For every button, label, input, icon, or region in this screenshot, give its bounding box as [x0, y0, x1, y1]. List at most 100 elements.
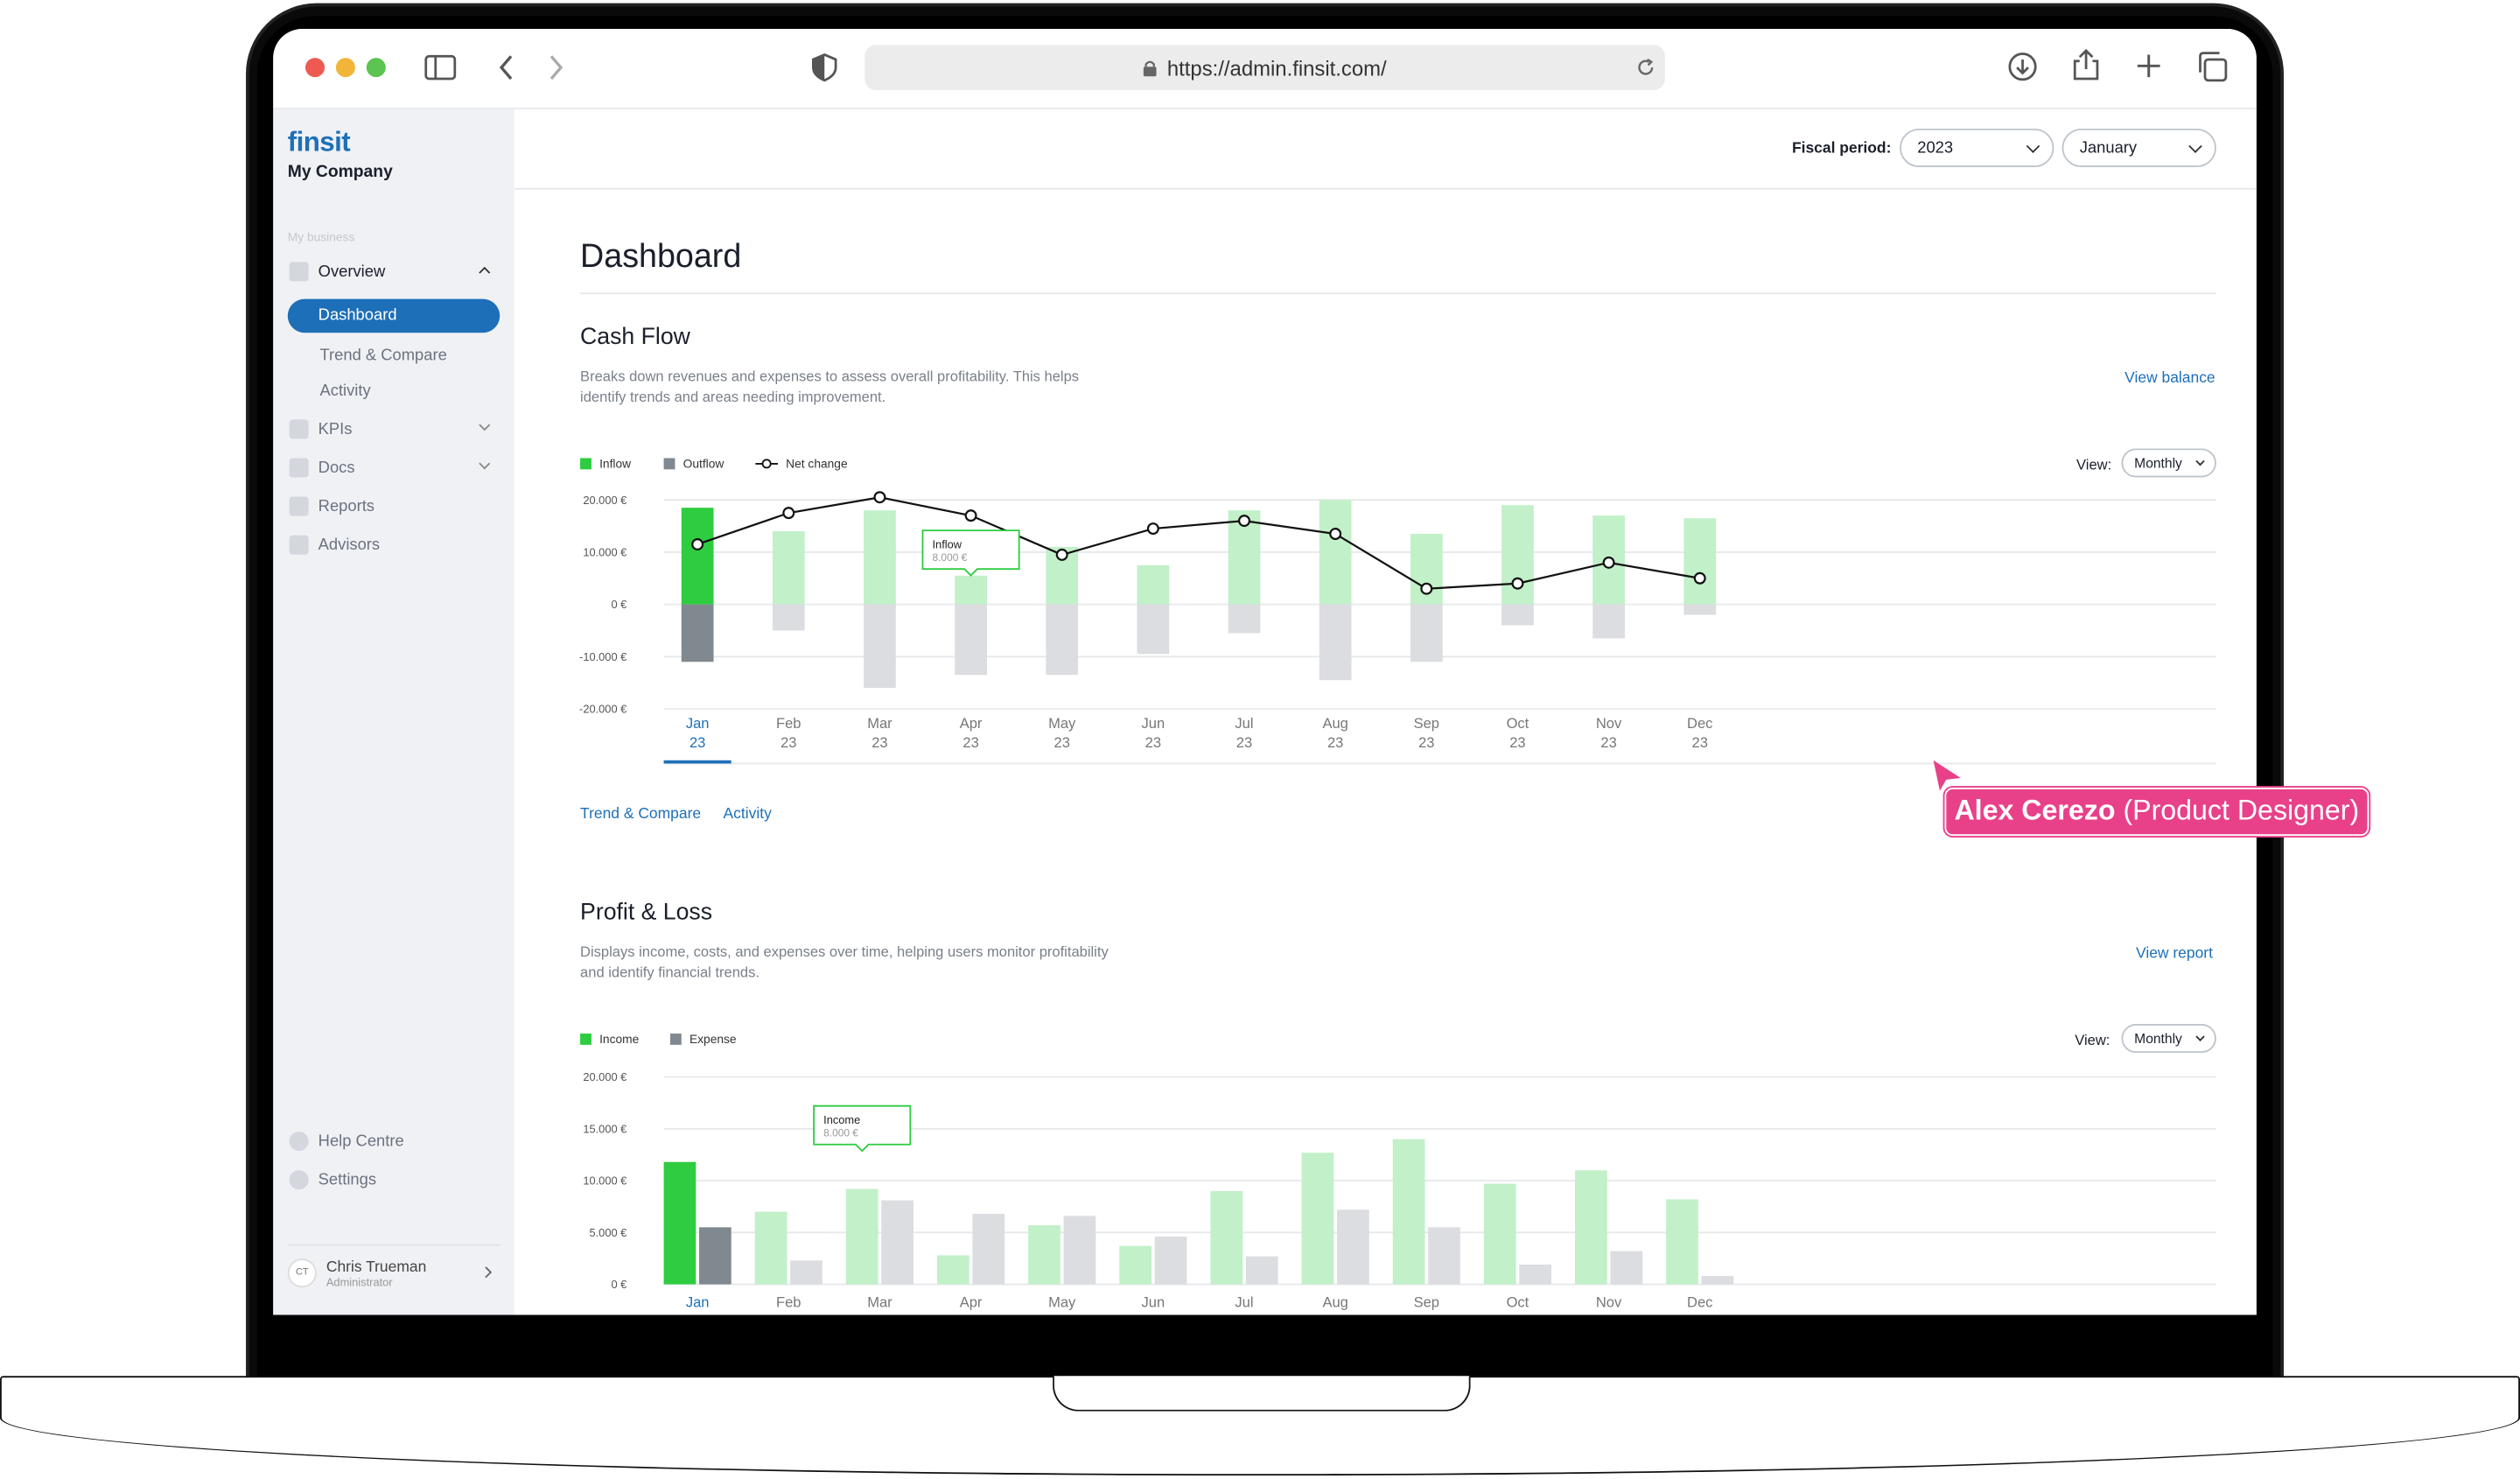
sidebar-item-docs[interactable]: Docs — [289, 458, 499, 478]
chevron-down-icon — [2195, 456, 2205, 466]
forward-icon[interactable] — [546, 53, 565, 82]
legend-label: Net change — [786, 456, 848, 472]
chevron-up-icon — [479, 266, 491, 278]
income-bar — [1119, 1245, 1152, 1285]
zoom-window-button[interactable] — [366, 58, 386, 78]
share-icon[interactable] — [2072, 48, 2101, 82]
collaborator-name: Alex Cerezo — [1954, 794, 2116, 827]
legend-swatch — [669, 1034, 682, 1045]
pnl-view-select[interactable]: Monthly — [2121, 1024, 2216, 1054]
new-tab-icon[interactable] — [2136, 53, 2161, 79]
chevron-right-icon — [480, 1266, 493, 1279]
sidebar-item-kpis[interactable]: KPIs — [289, 419, 499, 439]
x-tick-label: 23 — [1692, 734, 1708, 751]
sidebar-toggle-icon[interactable] — [424, 54, 457, 81]
tabs-overview-icon[interactable] — [2197, 52, 2228, 82]
net-change-point — [964, 509, 977, 522]
trend-compare-link[interactable]: Trend & Compare — [580, 805, 702, 824]
shield-icon[interactable] — [812, 53, 837, 82]
sidebar-item-reports[interactable]: Reports — [289, 496, 499, 516]
main-content: Fiscal period: 2023 January Dashboard Ca… — [514, 109, 2257, 1315]
outflow-bar — [1046, 604, 1079, 676]
pnl-description: Displays income, costs, and expenses ove… — [580, 942, 1109, 982]
brand-logo[interactable]: finsit — [287, 127, 351, 158]
sidebar-item-settings[interactable]: Settings — [289, 1170, 499, 1190]
user-menu[interactable]: CT Chris Trueman Administrator — [287, 1255, 500, 1303]
x-tick-label: 23 — [1145, 734, 1161, 751]
x-tick-label: May — [1048, 1293, 1076, 1310]
advisors-icon — [289, 535, 309, 555]
x-tick-label: 23 — [1327, 734, 1343, 751]
expense-bar — [1428, 1227, 1460, 1285]
expense-bar — [1154, 1237, 1187, 1285]
x-tick-label: May — [1048, 715, 1076, 732]
pnl-legend-expense: Expense — [669, 1032, 737, 1047]
inflow-bar — [1137, 564, 1170, 605]
collaborator-cursor-icon — [1933, 760, 1961, 791]
expense-bar — [1701, 1276, 1734, 1285]
sidebar-item-trend-compare[interactable]: Trend & Compare — [319, 347, 447, 365]
top-bar — [514, 109, 2257, 190]
x-tick-label: Sep — [1414, 715, 1439, 732]
download-icon[interactable] — [2007, 52, 2038, 82]
tooltip-box — [921, 529, 1020, 577]
inflow-bar — [955, 575, 987, 605]
cashflow-legend-inflow: Inflow — [580, 457, 631, 471]
x-tick-label: Jun — [1142, 1293, 1166, 1310]
x-tick-label: Oct — [1507, 715, 1530, 732]
legend-swatch — [580, 458, 592, 470]
x-tick-label: Feb — [776, 1293, 801, 1310]
sidebar-item-label: Docs — [318, 459, 355, 477]
net-change-point — [1602, 556, 1615, 569]
inflow-bar — [864, 510, 896, 605]
gear-icon — [289, 1170, 309, 1190]
x-tick-label: Aug — [1322, 715, 1348, 732]
tooltip-value: 8.000 € — [932, 551, 967, 564]
sidebar-item-overview[interactable]: Overview — [289, 262, 499, 282]
cashflow-legend-outflow: Outflow — [663, 457, 724, 471]
title-divider — [580, 292, 2216, 295]
view-report-link[interactable]: View report — [2136, 945, 2213, 964]
inflow-bar — [1684, 518, 1717, 605]
outflow-bar — [864, 604, 896, 689]
cashflow-view-select[interactable]: Monthly — [2121, 448, 2216, 478]
fiscal-year-select[interactable]: 2023 — [1900, 128, 2054, 168]
cashflow-view-value: Monthly — [2134, 454, 2182, 472]
pnl-view-label: View: — [2075, 1032, 2110, 1048]
sidebar-item-label: Reports — [318, 497, 374, 515]
sidebar-item-advisors[interactable]: Advisors — [289, 535, 499, 555]
chevron-down-icon — [2195, 1032, 2205, 1041]
minimize-window-button[interactable] — [335, 58, 355, 78]
cashflow-view-label: View: — [2076, 456, 2112, 473]
x-tick-label: Nov — [1596, 715, 1622, 732]
income-bar — [845, 1188, 878, 1285]
address-bar[interactable]: https://admin.finsit.com/ — [864, 45, 1665, 90]
tooltip-box — [813, 1104, 912, 1153]
company-name[interactable]: My Company — [287, 162, 393, 182]
net-change-point — [1420, 582, 1433, 595]
sidebar-item-help-centre[interactable]: Help Centre — [289, 1132, 499, 1152]
net-change-point — [782, 507, 795, 520]
x-tick-label: Nov — [1596, 1293, 1622, 1310]
outflow-bar — [1410, 604, 1443, 662]
sidebar-item-activity[interactable]: Activity — [319, 382, 371, 401]
sidebar-item-dashboard[interactable]: Dashboard — [287, 298, 500, 333]
x-tick-label: 23 — [780, 734, 796, 751]
fiscal-month-value: January — [2079, 138, 2138, 158]
activity-link[interactable]: Activity — [723, 805, 772, 824]
sidebar-item-label: Settings — [318, 1171, 377, 1189]
income-bar — [1301, 1153, 1334, 1285]
expense-bar — [1245, 1256, 1278, 1285]
net-change-point — [1329, 528, 1342, 541]
expense-bar — [1519, 1265, 1551, 1285]
sidebar-item-label: KPIs — [318, 420, 353, 438]
view-balance-link[interactable]: View balance — [2124, 369, 2216, 388]
x-tick-label: 23 — [1509, 734, 1525, 751]
back-icon[interactable] — [497, 53, 516, 82]
fiscal-month-select[interactable]: January — [2062, 128, 2216, 168]
x-tick-label: Dec — [1687, 1293, 1712, 1310]
close-window-button[interactable] — [304, 58, 326, 78]
income-bar — [1210, 1190, 1243, 1285]
reload-icon[interactable] — [1636, 58, 1656, 77]
pnl-chart: 20.000 € 15.000 € 10.000 € 5.000 € 0 € Jan Feb… — [583, 1070, 2216, 1310]
